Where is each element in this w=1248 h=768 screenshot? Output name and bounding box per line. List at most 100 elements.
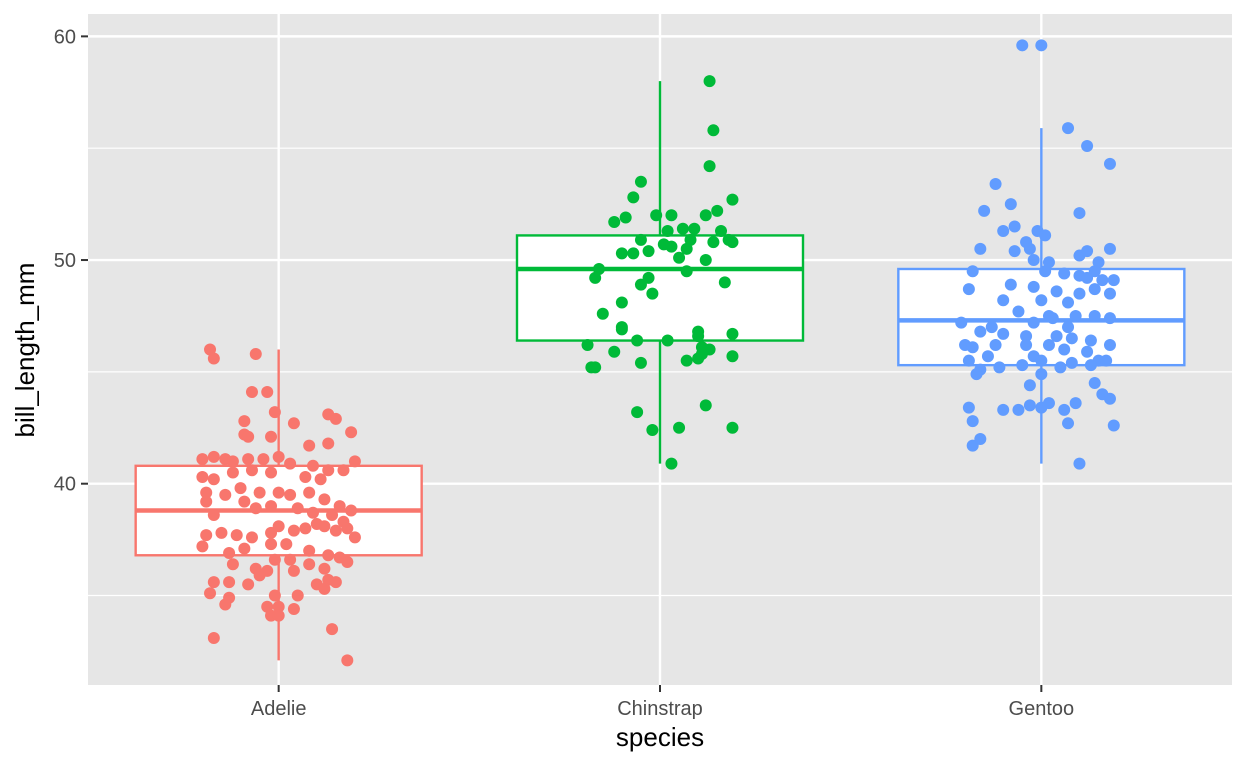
data-point: [1042, 339, 1055, 352]
data-point: [207, 352, 220, 365]
data-point: [608, 345, 621, 358]
data-point: [1103, 392, 1116, 405]
data-point: [341, 522, 354, 535]
data-point: [1035, 294, 1048, 307]
data-point: [1103, 157, 1116, 170]
data-point: [234, 482, 247, 495]
data-point: [1103, 312, 1116, 325]
data-point: [1103, 339, 1116, 352]
data-point: [615, 323, 628, 336]
data-point: [238, 542, 251, 555]
data-point: [348, 455, 361, 468]
data-point: [1039, 265, 1052, 278]
data-point: [966, 341, 979, 354]
data-point: [718, 276, 731, 289]
data-point: [974, 325, 987, 338]
data-point: [962, 401, 975, 414]
data-point: [196, 470, 209, 483]
data-point: [1065, 332, 1078, 345]
data-point: [1027, 280, 1040, 293]
data-point: [1103, 287, 1116, 300]
data-point: [699, 254, 712, 267]
data-point: [1062, 122, 1075, 135]
data-point: [966, 415, 979, 428]
data-point: [303, 544, 316, 557]
boxplot-gentoo: [897, 128, 1186, 464]
data-point: [345, 426, 358, 439]
data-point: [1008, 220, 1021, 233]
data-point: [207, 473, 220, 486]
data-point: [661, 224, 674, 237]
data-point: [1016, 359, 1029, 372]
data-point: [329, 576, 342, 589]
data-point: [1096, 274, 1109, 287]
data-point: [207, 450, 220, 463]
data-point: [1073, 207, 1086, 220]
data-point: [268, 406, 281, 419]
data-point: [1035, 368, 1048, 381]
data-point: [242, 578, 255, 591]
data-point: [707, 236, 720, 249]
data-point: [257, 453, 270, 466]
data-point: [306, 506, 319, 519]
box-iqr: [897, 267, 1186, 367]
data-point: [665, 209, 678, 222]
data-point: [596, 307, 609, 320]
data-point: [1107, 419, 1120, 432]
data-point: [219, 598, 232, 611]
data-point: [284, 457, 297, 470]
data-point: [265, 466, 278, 479]
data-point: [726, 421, 739, 434]
data-point: [585, 361, 598, 374]
data-point: [265, 500, 278, 513]
data-point: [265, 430, 278, 443]
data-point: [1004, 198, 1017, 211]
data-point: [608, 216, 621, 229]
data-point: [615, 247, 628, 260]
data-point: [642, 245, 655, 258]
data-point: [711, 204, 724, 217]
data-point: [245, 464, 258, 477]
data-point: [726, 350, 739, 363]
data-point: [1058, 267, 1071, 280]
data-point: [1023, 242, 1036, 255]
data-point: [627, 247, 640, 260]
data-point: [688, 222, 701, 235]
data-point: [997, 224, 1010, 237]
data-point: [284, 488, 297, 501]
data-point: [318, 582, 331, 595]
data-point: [226, 455, 239, 468]
data-point: [592, 262, 605, 275]
data-point: [989, 177, 1002, 190]
data-point: [1016, 39, 1029, 52]
data-point: [692, 330, 705, 343]
y-tick-label: 60: [54, 26, 76, 48]
data-point: [1035, 354, 1048, 367]
data-point: [703, 75, 716, 88]
data-point: [1069, 397, 1082, 410]
data-point: [341, 555, 354, 568]
data-point: [261, 600, 274, 613]
data-point: [200, 495, 213, 508]
data-point: [1084, 359, 1097, 372]
data-point: [726, 193, 739, 206]
data-point: [1103, 242, 1116, 255]
data-point: [322, 549, 335, 562]
data-point: [981, 350, 994, 363]
data-point: [287, 564, 300, 577]
data-point: [1027, 254, 1040, 267]
y-axis: 40 50 60: [54, 26, 88, 496]
data-point: [997, 294, 1010, 307]
data-point: [1023, 379, 1036, 392]
data-point: [272, 486, 285, 499]
data-point: [650, 209, 663, 222]
data-point: [726, 327, 739, 340]
data-point: [314, 473, 327, 486]
data-point: [699, 209, 712, 222]
data-point: [215, 526, 228, 539]
data-point: [242, 430, 255, 443]
data-point: [1058, 343, 1071, 356]
data-point: [1035, 401, 1048, 414]
data-point: [993, 361, 1006, 374]
